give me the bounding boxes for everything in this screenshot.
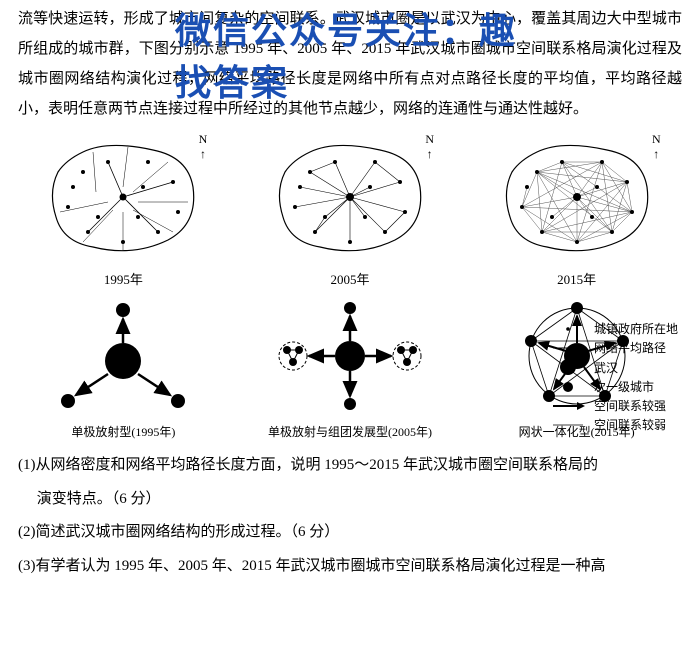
diagram-1995: 单极放射型(1995年): [31, 296, 216, 440]
map-label-1995: 1995年: [33, 269, 213, 288]
diag-label-1995: 单极放射型(1995年): [31, 423, 216, 440]
map-label-2015: 2015年: [487, 269, 667, 288]
legend-wuhan: 武汉: [594, 359, 618, 376]
legend-sub: 次一级城市: [594, 378, 654, 395]
map-label-2005: 2005年: [260, 269, 440, 288]
watermark-overlay: 微信公众号关注：趣找答案: [175, 2, 525, 106]
map-1995: N↑ 1995年: [33, 132, 213, 288]
question-2: (2)简述武汉城市圈网络结构的形成过程。（6 分）: [18, 517, 682, 549]
north-2005: N↑: [425, 132, 434, 162]
legend-avgpath: 网络平均路径: [594, 339, 666, 356]
diag-label-2005: 单极放射与组团发展型(2005年): [257, 423, 442, 440]
questions: (1)从网络密度和网络平均路径长度方面，说明 1995～2015 年武汉城市圈空…: [0, 444, 700, 582]
north-2015: N↑: [652, 132, 661, 162]
north-1995: N↑: [199, 132, 208, 162]
question-1-line1: (1)从网络密度和网络平均路径长度方面，说明 1995～2015 年武汉城市圈空…: [18, 450, 682, 482]
question-3: (3)有学者认为 1995 年、2005 年、2015 年武汉城市圈城市空间联系…: [18, 551, 682, 583]
legend-town: 城镇政府所在地: [594, 320, 678, 337]
maps-row: N↑ 1995年: [0, 124, 700, 290]
map-2015: N↑ 2015年: [487, 132, 667, 288]
legend: 城镇政府所在地 网络平均路径 武汉 次一级城市 空间联系较强 空间联系较弱: [548, 320, 678, 435]
question-1-line2: 演变特点。（6 分）: [18, 484, 682, 516]
legend-weak: 空间联系较弱: [594, 416, 666, 433]
legend-strong: 空间联系较强: [594, 397, 666, 414]
map-2005: N↑ 2005年: [260, 132, 440, 288]
diagram-2005: 单极放射与组团发展型(2005年): [257, 296, 442, 440]
